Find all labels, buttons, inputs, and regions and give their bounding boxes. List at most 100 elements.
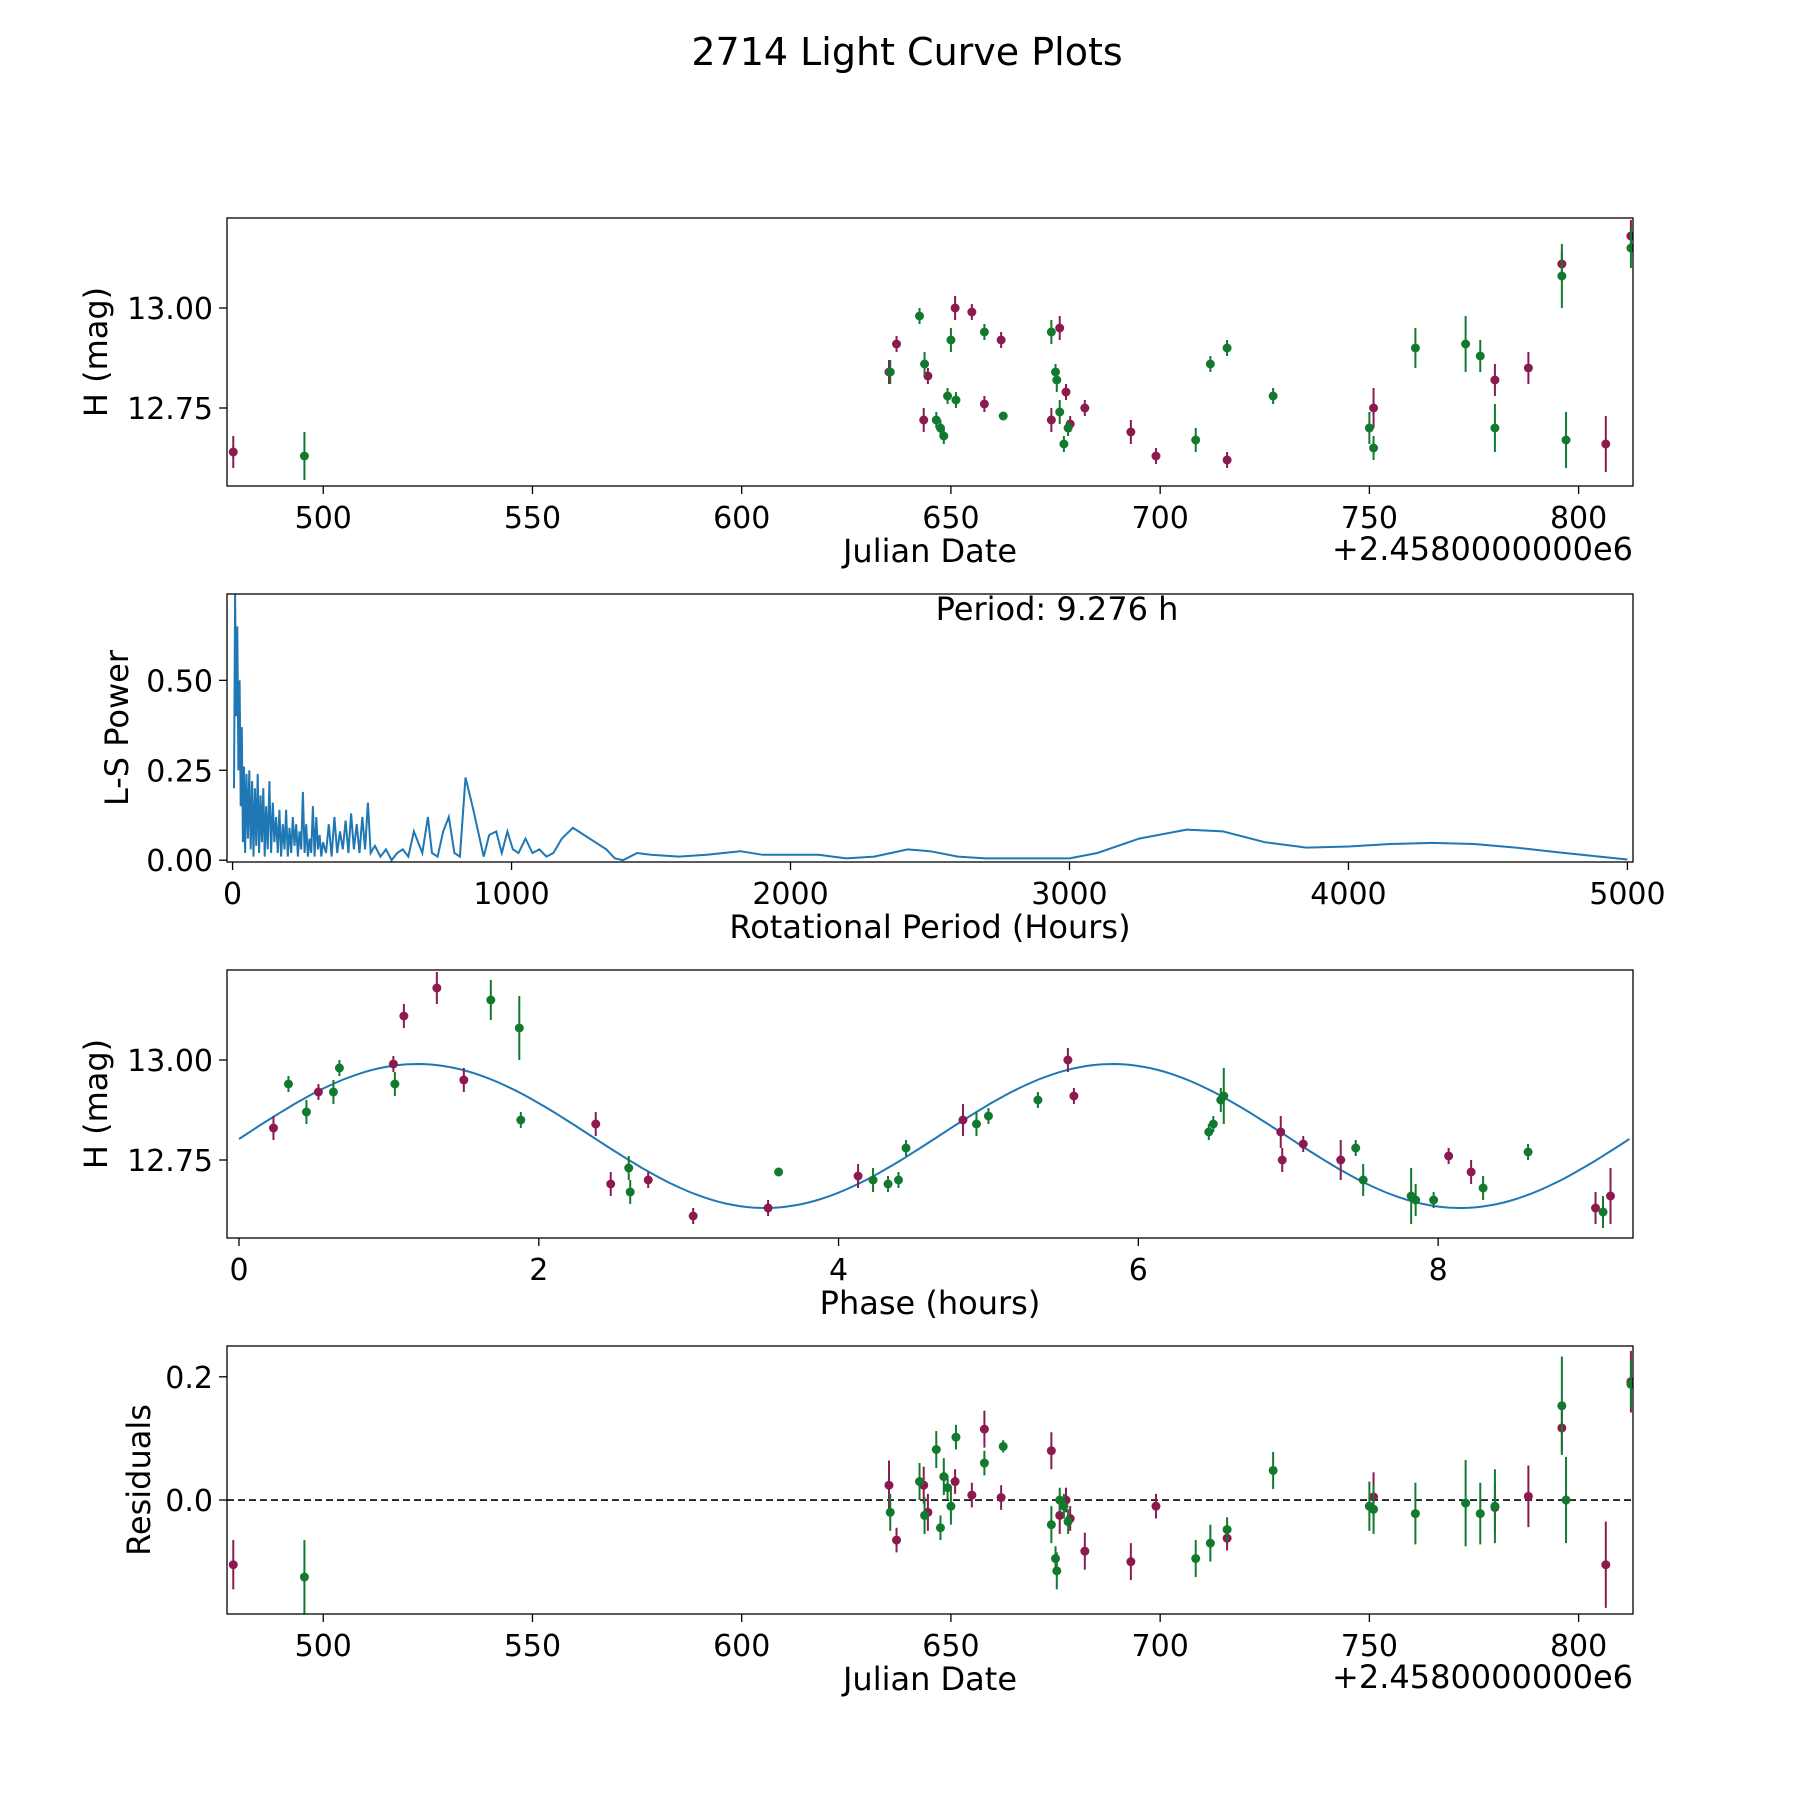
residuals-point-band_b xyxy=(1222,1525,1232,1535)
lightcurve-point-band_a xyxy=(228,447,238,457)
periodogram-ytick-label: 0.50 xyxy=(146,664,213,699)
lightcurve-point-band_b xyxy=(1410,343,1420,353)
phased-point-band_b xyxy=(901,1143,911,1153)
periodogram-panel: 0 1000 2000 3000 4000 5000 0.00 0.25 0.50 Period… xyxy=(98,590,1666,946)
lightcurve-point-band_a xyxy=(1061,387,1071,397)
lightcurve-marks xyxy=(228,220,1633,480)
phased-point-band_a xyxy=(313,1087,323,1097)
lightcurve-point-band_a xyxy=(1126,427,1136,437)
phased-point-band_a xyxy=(958,1115,968,1125)
phased-point-band_b xyxy=(514,1023,524,1033)
periodogram-ylabel: L-S Power xyxy=(98,649,136,806)
residuals-frame xyxy=(226,1345,1634,1615)
phased-point-band_a xyxy=(1276,1127,1286,1137)
lightcurve-point-band_b xyxy=(935,423,945,433)
residuals-xtick-label: 650 xyxy=(922,1629,979,1664)
lightcurve-point-band_b xyxy=(1561,435,1571,445)
lightcurve-point-band_b xyxy=(1490,423,1500,433)
lightcurve-xtick-label: 650 xyxy=(922,501,979,536)
lightcurve-point-band_b xyxy=(915,311,925,321)
lightcurve-point-band_b xyxy=(885,367,895,377)
residuals-point-band_b xyxy=(951,1432,961,1442)
lightcurve-point-band_b xyxy=(920,359,930,369)
lightcurve-point-band_a xyxy=(996,335,1006,345)
lightcurve-point-band_b xyxy=(1557,271,1567,281)
lightcurve-point-band_a xyxy=(919,415,929,425)
phased-point-band_b xyxy=(1358,1175,1368,1185)
residuals-point-band_b xyxy=(1561,1495,1571,1505)
phased-ytick-label: 12.75 xyxy=(127,1144,213,1179)
lightcurve-point-band_b xyxy=(1626,243,1633,253)
lightcurve-ytick-label: 12.75 xyxy=(127,392,213,427)
phased-point-band_a xyxy=(1336,1155,1346,1165)
lightcurve-point-band_b xyxy=(1364,423,1374,433)
residuals-point-band_b xyxy=(299,1572,309,1582)
phased-point-band_b xyxy=(1598,1207,1608,1217)
lightcurve-xtick-label: 750 xyxy=(1341,501,1398,536)
residuals-ylabel: Residuals xyxy=(120,1404,158,1556)
residuals-ticks: 500 550 600 650 700 750 800 0.0 0.2 xyxy=(165,1361,1607,1664)
phased-point-band_b xyxy=(390,1079,400,1089)
residuals-point-band_a xyxy=(1126,1557,1136,1567)
lightcurve-point-band_a xyxy=(1055,323,1065,333)
phased-xtick-label: 0 xyxy=(229,1253,248,1288)
periodogram-xtick-label: 2000 xyxy=(752,877,828,912)
lightcurve-ticks: 500 550 600 650 700 750 800 12.75 13.00 xyxy=(127,292,1607,536)
residuals-xtick-label: 500 xyxy=(295,1629,352,1664)
lightcurve-point-band_a xyxy=(1601,439,1611,449)
residuals-point-band_b xyxy=(935,1523,945,1533)
residuals-point-band_b xyxy=(943,1483,953,1493)
residuals-point-band_b xyxy=(939,1472,949,1482)
phased-point-band_b xyxy=(1429,1195,1439,1205)
phased-point-band_b xyxy=(868,1175,878,1185)
lightcurve-point-band_b xyxy=(1268,391,1278,401)
lightcurve-point-band_b xyxy=(931,415,941,425)
lightcurve-point-band_b xyxy=(1369,443,1379,453)
residuals-panel: 500 550 600 650 700 750 8000.00.2 Julian Date … xyxy=(120,1345,1634,1698)
residuals-point-band_a xyxy=(884,1480,894,1490)
phased-xtick-label: 8 xyxy=(1429,1253,1448,1288)
residuals-xtick-label: 750 xyxy=(1341,1629,1398,1664)
residuals-point-band_b xyxy=(979,1458,989,1468)
lightcurve-xtick-label: 600 xyxy=(713,501,770,536)
periodogram-ticks: 0 1000 2000 3000 4000 5000 0.00 0.25 0.50 xyxy=(146,664,1665,912)
phased-point-band_b xyxy=(983,1111,993,1121)
residuals-point-band_b xyxy=(1051,1554,1061,1564)
periodogram-xtick-label: 1000 xyxy=(473,877,549,912)
lightcurve-point-band_a xyxy=(892,339,902,349)
lightcurve-frame xyxy=(226,217,1634,487)
lightcurve-point-band_b xyxy=(946,335,956,345)
lightcurve-point-band_b xyxy=(1475,351,1485,361)
phased-point-band_a xyxy=(432,983,442,993)
phased-point-band_a xyxy=(1591,1203,1601,1213)
residuals-xtick-label: 550 xyxy=(504,1629,561,1664)
lightcurve-point-band_b xyxy=(1191,435,1201,445)
phased-point-band_a xyxy=(688,1211,698,1221)
phased-point-band_a xyxy=(853,1171,863,1181)
residuals-point-band_b xyxy=(1052,1566,1062,1576)
phased-point-band_a xyxy=(643,1175,653,1185)
lightcurve-point-band_b xyxy=(1046,327,1056,337)
lightcurve-point-band_a xyxy=(923,371,933,381)
residuals-point-band_b xyxy=(998,1441,1008,1451)
residuals-point-band_a xyxy=(996,1493,1006,1503)
phased-point-band_a xyxy=(459,1075,469,1085)
lightcurve-point-band_b xyxy=(1055,407,1065,417)
phased-point-band_a xyxy=(591,1119,601,1129)
lightcurve-point-band_b xyxy=(1222,343,1232,353)
phased-point-band_b xyxy=(624,1163,634,1173)
phased-frame xyxy=(226,969,1634,1239)
phased-point-band_b xyxy=(1204,1127,1214,1137)
lightcurve-point-band_b xyxy=(1063,423,1073,433)
lightcurve-point-band_a xyxy=(1490,375,1500,385)
periodogram-xtick-label: 4000 xyxy=(1310,877,1386,912)
phased-point-band_b xyxy=(1351,1143,1361,1153)
phased-point-band_b xyxy=(1478,1183,1488,1193)
residuals-xtick-label: 600 xyxy=(713,1629,770,1664)
periodogram-ytick-label: 0.00 xyxy=(146,844,213,879)
phased-point-band_b xyxy=(1033,1095,1043,1105)
lightcurve-xlabel: Julian Date xyxy=(841,532,1017,570)
lightcurve-point-band_b xyxy=(951,395,961,405)
residuals-point-band_a xyxy=(1601,1560,1611,1570)
